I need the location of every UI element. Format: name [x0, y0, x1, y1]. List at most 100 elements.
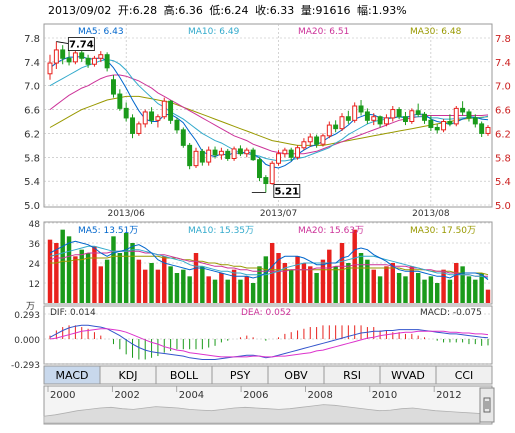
volume-bar	[333, 266, 338, 303]
volume-bar	[111, 236, 116, 303]
price-axis-left: 7.8 7.4 7.0 6.6 6.2 5.8 5.4 5.0	[24, 34, 40, 212]
candle-body	[187, 144, 193, 167]
volume-ma-legend-item: MA10: 15.35万	[188, 226, 254, 236]
candle	[269, 160, 275, 185]
candle-body	[206, 149, 212, 163]
candle-body	[383, 117, 389, 125]
price-ma10-line	[49, 58, 489, 162]
max-label-box	[67, 37, 95, 51]
tab-label: CCI	[455, 369, 474, 382]
candle-body	[364, 111, 370, 121]
volume-bar	[162, 256, 167, 303]
volume-bar	[358, 253, 364, 303]
candle	[136, 121, 142, 136]
volume-bar	[428, 276, 434, 303]
candle	[218, 147, 224, 160]
tab-macd[interactable]: MACD	[43, 365, 101, 385]
volume-bar	[320, 259, 326, 303]
tab-obv[interactable]: OBV	[267, 365, 325, 385]
candle	[142, 109, 148, 128]
candle-body	[180, 129, 186, 146]
candle-body	[98, 54, 104, 59]
candle	[472, 114, 478, 128]
volume-bar	[187, 276, 192, 303]
volume-bar	[308, 266, 313, 303]
volume-bar	[346, 263, 351, 303]
volume-bar	[422, 279, 427, 303]
candle-body	[358, 105, 364, 113]
tab-psy[interactable]: PSY	[211, 365, 269, 385]
volume-bar	[295, 256, 300, 303]
volume-bar	[54, 243, 59, 303]
volume-bar	[142, 269, 148, 303]
tab-kdj[interactable]: KDJ	[99, 365, 157, 385]
candle	[314, 134, 320, 148]
candle-body	[403, 116, 408, 122]
candle-body	[79, 52, 85, 59]
timeline-year-label: 2008	[307, 390, 332, 401]
timeline-handle[interactable]	[479, 387, 495, 423]
volume-bar	[149, 263, 154, 303]
header-change-label: 幅:	[357, 4, 372, 17]
header-open-label: 开:	[118, 4, 133, 17]
volume-bar	[98, 266, 104, 303]
candle-body	[136, 123, 142, 134]
candle-body	[466, 111, 472, 119]
volume-bar	[219, 273, 224, 303]
macd-tick: -0.293	[11, 361, 40, 371]
candle	[244, 147, 250, 158]
candle-body	[244, 149, 250, 155]
header-close: 6.33	[270, 4, 295, 17]
volume-bar	[473, 279, 478, 303]
macd-dif-label: DIF: 0.014	[50, 308, 96, 318]
candle-body	[60, 49, 66, 59]
candle-body	[460, 107, 466, 113]
volume-bar	[276, 253, 281, 303]
tab-wvad[interactable]: WVAD	[379, 365, 437, 385]
candle-body	[434, 126, 440, 131]
candle	[282, 147, 288, 158]
price-tick-left: 6.6	[24, 106, 40, 117]
tab-rsi[interactable]: RSI	[323, 365, 381, 385]
candle-body	[485, 126, 491, 134]
volume-bar	[193, 253, 199, 303]
price-tick-right: 5.4	[495, 177, 511, 188]
candle-body	[199, 150, 205, 163]
volume-ma10-line	[49, 245, 489, 279]
volume-tick: 24	[29, 260, 41, 270]
volume-bar	[396, 273, 402, 303]
candle	[225, 148, 231, 161]
volume-tick: 36	[29, 240, 41, 250]
candle-body	[352, 105, 358, 121]
volume-bar	[288, 269, 294, 303]
candle	[453, 105, 459, 127]
min-label: 5.21	[274, 186, 299, 197]
volume-bar	[104, 259, 110, 303]
tab-boll[interactable]: BOLL	[155, 365, 213, 385]
candle	[377, 115, 383, 128]
timeline-years: 2000 2002 2004 2006 2008 2010 2012	[47, 386, 462, 401]
tab-label: MACD	[56, 369, 89, 382]
candle-body	[218, 150, 224, 156]
candle	[415, 103, 421, 117]
candle-body	[168, 100, 174, 121]
volume-ma5-line	[49, 240, 489, 281]
candle	[263, 175, 269, 193]
candle-body	[377, 116, 383, 125]
candle-body	[479, 123, 485, 134]
price-ma5-line	[49, 55, 489, 169]
macd-tick: 0.000	[14, 336, 40, 346]
candle-body	[396, 109, 402, 118]
price-ma-legend-item: MA30: 6.48	[410, 27, 462, 37]
volume-bar	[352, 229, 357, 303]
candle-body	[66, 57, 72, 63]
price-tick-right: 5.0	[495, 201, 511, 212]
max-pointer	[56, 41, 69, 44]
candle	[479, 121, 485, 138]
candle-body	[161, 100, 167, 118]
price-tick-left: 7.4	[24, 58, 40, 69]
tab-cci[interactable]: CCI	[435, 365, 493, 385]
candle-body	[149, 111, 155, 121]
volume-ma-legend: MA5: 13.51万 MA10: 15.35万 MA20: 15.63万 MA30:…	[78, 226, 476, 236]
